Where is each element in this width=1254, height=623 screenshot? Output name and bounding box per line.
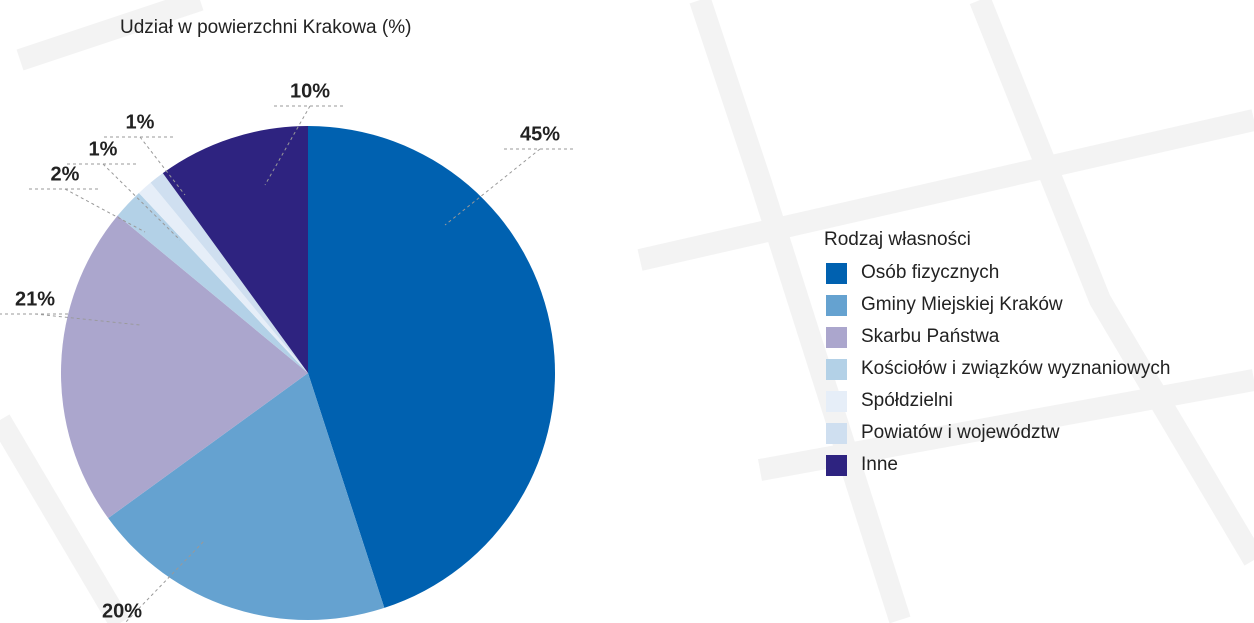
data-label: 10% <box>290 80 330 102</box>
legend-swatch <box>826 423 847 444</box>
leader-line <box>29 188 146 233</box>
pie-slice <box>150 173 308 373</box>
leader-line <box>124 539 206 623</box>
leader-line <box>0 313 141 326</box>
legend-swatch <box>826 391 847 412</box>
legend-label: Skarbu Państwa <box>861 326 1000 347</box>
data-label: 45% <box>520 123 560 145</box>
leader-line <box>264 105 346 186</box>
pie-slice <box>308 126 555 608</box>
legend-label: Powiatów i województw <box>861 422 1060 443</box>
leader-line <box>104 136 186 196</box>
legend-label: Gminy Miejskiej Kraków <box>861 294 1063 315</box>
legend-title: Rodzaj własności <box>824 229 971 250</box>
data-label: 2% <box>51 163 80 185</box>
legend-swatch <box>826 359 847 380</box>
chart-title: Udział w powierzchni Krakowa (%) <box>120 17 411 38</box>
leader-line <box>67 163 181 241</box>
legend-swatch <box>826 263 847 284</box>
legend-swatch <box>826 327 847 348</box>
pie-slice <box>162 126 308 373</box>
data-label: 1% <box>89 138 118 160</box>
legend-label: Inne <box>861 454 898 475</box>
legend-label: Kościołów i związków wyznaniowych <box>861 358 1170 379</box>
data-label: 1% <box>126 111 155 133</box>
data-label: 21% <box>15 288 55 310</box>
legend-swatch <box>826 295 847 316</box>
data-label: 20% <box>102 600 142 622</box>
pie-slice <box>60 215 309 519</box>
pie-slice <box>108 373 385 621</box>
pie-slice <box>138 182 308 373</box>
pie-slice <box>117 192 308 373</box>
legend-label: Osób fizycznych <box>861 262 999 283</box>
legend-swatch <box>826 455 847 476</box>
leader-line <box>444 148 576 226</box>
legend-label: Spółdzielni <box>861 390 953 411</box>
